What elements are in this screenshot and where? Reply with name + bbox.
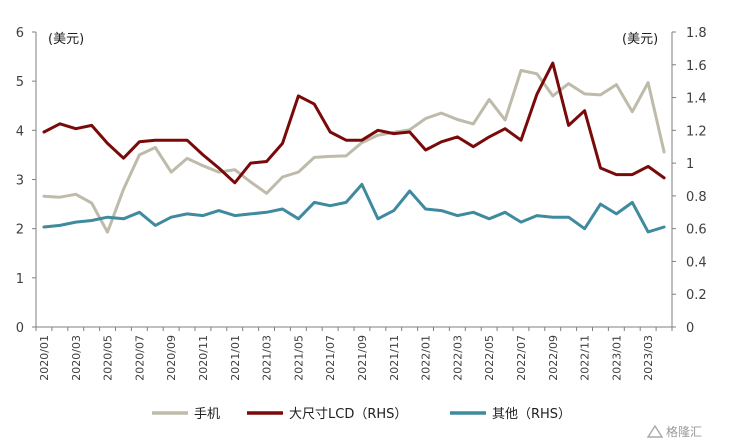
- x-tick-label: 2022/09: [547, 335, 560, 381]
- x-tick-label: 2020/09: [165, 335, 178, 381]
- x-tick-label: 2021/01: [229, 335, 242, 381]
- left-tick-label: 0: [16, 321, 24, 336]
- x-tick-label: 2021/11: [388, 335, 401, 381]
- right-tick-label: 0.8: [686, 190, 707, 205]
- right-axis-ticks: 0 0.2 0.4 0.6 0.8 1 1.2 1.4 1.6 1.8: [672, 26, 707, 336]
- right-tick-label: 0: [686, 321, 694, 336]
- series-line-2: [42, 182, 666, 234]
- x-tick-label: 2020/07: [133, 335, 146, 381]
- left-tick-label: 5: [16, 75, 24, 90]
- series-line-1: [42, 61, 666, 185]
- right-tick-label: 0.4: [686, 255, 707, 270]
- x-tick-label: 2021/03: [261, 335, 274, 381]
- legend-label-1: 大尺寸LCD（RHS）: [289, 407, 407, 422]
- x-tick-label: 2020/03: [70, 335, 83, 381]
- triangle-logo-icon: [646, 424, 664, 438]
- x-tick-label: 2023/01: [610, 335, 623, 381]
- left-tick-label: 3: [16, 174, 24, 189]
- x-tick-label: 2020/05: [102, 335, 115, 381]
- series-line-0: [42, 68, 666, 234]
- x-tick-label: 2021/05: [292, 335, 305, 381]
- legend: 手机 大尺寸LCD（RHS） 其他（RHS）: [152, 407, 571, 422]
- left-axis-ticks: 0 1 2 3 4 5 6: [16, 26, 36, 336]
- x-tick-label: 2020/01: [38, 335, 51, 381]
- x-tick-label: 2022/01: [420, 335, 433, 381]
- left-tick-label: 6: [16, 26, 24, 41]
- left-axis-unit: (美元): [48, 32, 84, 47]
- watermark-text: 格隆汇: [666, 424, 702, 439]
- x-tick-label: 2022/11: [579, 335, 592, 381]
- x-tick-label: 2022/07: [515, 335, 528, 381]
- left-tick-label: 1: [16, 272, 24, 287]
- x-tick-label: 2023/03: [642, 335, 655, 381]
- legend-label-0: 手机: [194, 407, 220, 422]
- x-axis-ticks: 2020/01 2020/03 2020/05 2020/07 2020/09 2020/…: [35, 327, 673, 381]
- x-tick-label: 2020/11: [197, 335, 210, 381]
- left-tick-label: 4: [16, 124, 24, 139]
- right-tick-label: 1.4: [686, 92, 707, 107]
- x-tick-label: 2022/05: [483, 335, 496, 381]
- right-tick-label: 0.2: [686, 288, 707, 303]
- right-tick-label: 1: [686, 157, 694, 172]
- right-tick-label: 1.6: [686, 59, 707, 74]
- right-tick-label: 0.6: [686, 223, 707, 238]
- x-tick-label: 2021/09: [356, 335, 369, 381]
- series-lines: [42, 61, 666, 234]
- watermark: 格隆汇: [646, 424, 702, 439]
- left-tick-label: 2: [16, 223, 24, 238]
- x-tick-label: 2021/07: [324, 335, 337, 381]
- right-axis-unit: (美元): [622, 32, 658, 47]
- axes: [35, 32, 673, 328]
- right-tick-label: 1.8: [686, 26, 707, 41]
- x-tick-label: 2022/03: [451, 335, 464, 381]
- legend-label-2: 其他（RHS）: [492, 407, 571, 422]
- right-tick-label: 1.2: [686, 124, 707, 139]
